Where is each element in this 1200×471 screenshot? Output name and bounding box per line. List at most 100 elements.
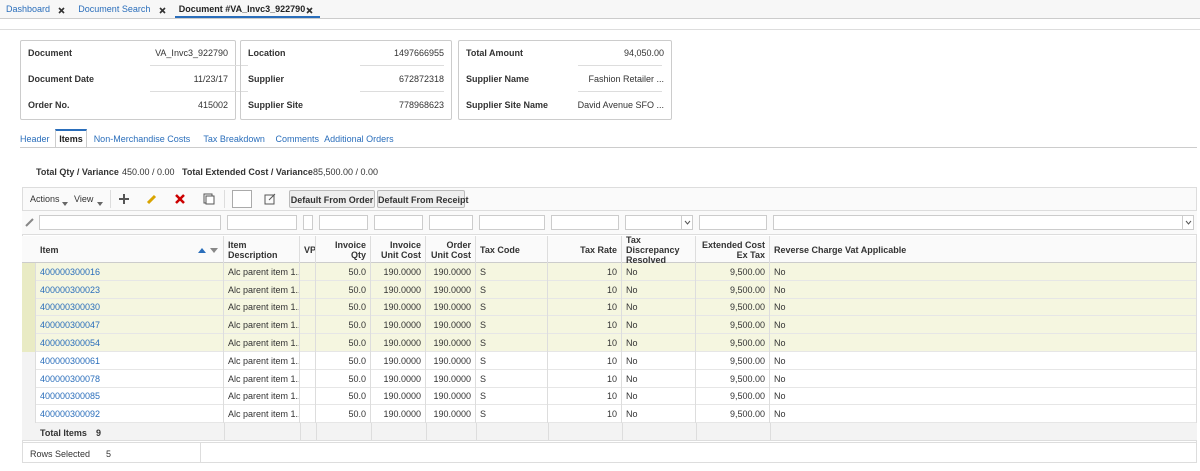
column-header[interactable]: Item Description — [224, 236, 300, 263]
content — [0, 29, 1200, 468]
cell: 10 — [548, 405, 622, 424]
cell[interactable]: 400000300078 — [36, 369, 224, 388]
subtab[interactable]: Comments — [275, 134, 320, 144]
cell: No — [622, 352, 696, 370]
field-value: 415002 — [197, 100, 228, 110]
filter-input[interactable] — [429, 215, 473, 230]
cell[interactable]: 400000300085 — [36, 387, 224, 406]
cell: 50.0 — [316, 263, 371, 281]
dropdown — [1182, 216, 1193, 229]
subtab[interactable]: Non-Merchandise Costs — [93, 134, 191, 144]
toolbar-icon[interactable] — [118, 193, 130, 205]
toolbar-icon[interactable] — [174, 193, 186, 205]
column-header[interactable]: Tax Discrepancy Resolved — [622, 236, 696, 263]
cell[interactable]: 400000300030 — [36, 298, 224, 317]
column-header[interactable]: Invoice Qty — [316, 236, 371, 263]
cell[interactable]: 400000300061 — [36, 352, 224, 370]
cell: 50.0 — [316, 316, 371, 335]
total-divider — [696, 423, 697, 442]
cell[interactable]: 400000300016 — [36, 263, 224, 281]
tab[interactable]: Document Search — [78, 4, 151, 14]
cell: 190.0000 — [371, 263, 426, 281]
cell: Alc parent item 1... — [224, 369, 300, 388]
total-divider — [316, 423, 317, 442]
column-header[interactable]: Item — [36, 236, 224, 263]
cell: 10 — [548, 387, 622, 406]
subtab[interactable]: Items — [59, 134, 83, 144]
separator — [150, 65, 248, 66]
filter-input[interactable] — [479, 215, 545, 230]
toolbar-divider — [224, 190, 225, 208]
filter-input[interactable] — [699, 215, 767, 230]
cell: 9,500.00 — [696, 280, 770, 299]
sort-icon — [198, 246, 220, 253]
toolbar-icon[interactable] — [203, 193, 215, 205]
cell: No — [770, 334, 1197, 352]
column-header[interactable]: Extended Cost Ex Tax — [696, 236, 770, 263]
close-icon[interactable] — [159, 6, 166, 14]
cell: 190.0000 — [426, 369, 476, 388]
close-icon[interactable] — [58, 6, 65, 14]
cell: S — [476, 298, 548, 317]
cell: Alc parent item 1... — [224, 387, 300, 406]
row-selector — [22, 352, 36, 370]
filter-input[interactable] — [625, 215, 693, 230]
column-header[interactable]: Tax Code — [476, 236, 548, 263]
column-header[interactable]: Order Unit Cost — [426, 236, 476, 263]
cell: 190.0000 — [426, 334, 476, 352]
separator — [360, 65, 444, 66]
info-panel — [240, 40, 452, 120]
cell: 50.0 — [316, 280, 371, 299]
filter-input[interactable] — [227, 215, 297, 230]
cell: No — [770, 387, 1197, 406]
cell[interactable]: 400000300047 — [36, 316, 224, 335]
cell: 190.0000 — [371, 316, 426, 335]
column-header[interactable]: VP — [300, 236, 316, 263]
cell: 190.0000 — [426, 405, 476, 424]
tab[interactable]: Document #VA_Invc3_922790 — [178, 4, 306, 14]
cell[interactable]: 400000300054 — [36, 334, 224, 352]
button[interactable]: Default From Order — [289, 190, 375, 208]
subtab[interactable]: Additional Orders — [324, 134, 394, 144]
cell: 9,500.00 — [696, 352, 770, 370]
toolbar — [22, 187, 1197, 211]
filter-input[interactable] — [773, 215, 1194, 230]
cell[interactable]: 400000300092 — [36, 405, 224, 424]
toolbar-icon[interactable] — [264, 193, 276, 205]
cell: No — [622, 280, 696, 299]
toolbar-icon[interactable] — [146, 193, 158, 205]
column-header[interactable]: Reverse Charge Vat Applicable — [770, 236, 1197, 263]
filter-input[interactable] — [319, 215, 368, 230]
filter-input[interactable] — [551, 215, 619, 230]
footer-divider — [200, 443, 201, 463]
close-icon[interactable] — [306, 6, 313, 14]
subtab[interactable]: Header — [20, 134, 50, 144]
cell: 9,500.00 — [696, 369, 770, 388]
cell — [300, 316, 316, 335]
filter-input[interactable] — [39, 215, 221, 230]
summary-label: Total Extended Cost / Variance — [182, 167, 313, 177]
tab[interactable]: Dashboard — [6, 4, 51, 14]
field-label: Total Amount — [466, 48, 523, 58]
tab-bar — [0, 0, 1200, 19]
menu[interactable]: View — [74, 194, 94, 204]
footer-label: Rows Selected — [30, 449, 91, 459]
menu[interactable]: Actions — [30, 194, 60, 204]
column-header[interactable]: Tax Rate — [548, 236, 622, 263]
icon-frame — [232, 190, 252, 208]
filter-input[interactable] — [374, 215, 423, 230]
subtab[interactable]: Tax Breakdown — [203, 134, 265, 144]
button[interactable]: Default From Receipt — [377, 190, 469, 208]
separator — [150, 91, 248, 92]
cell: No — [622, 405, 696, 424]
toolbar-divider — [110, 190, 111, 208]
cell[interactable]: 400000300023 — [36, 280, 224, 299]
cell: 190.0000 — [426, 352, 476, 370]
filter-input[interactable] — [303, 215, 313, 230]
cell: No — [770, 298, 1197, 317]
cell — [300, 263, 316, 281]
cell: 190.0000 — [371, 352, 426, 370]
row-selector — [22, 298, 36, 317]
column-header[interactable]: Invoice Unit Cost — [371, 236, 426, 263]
